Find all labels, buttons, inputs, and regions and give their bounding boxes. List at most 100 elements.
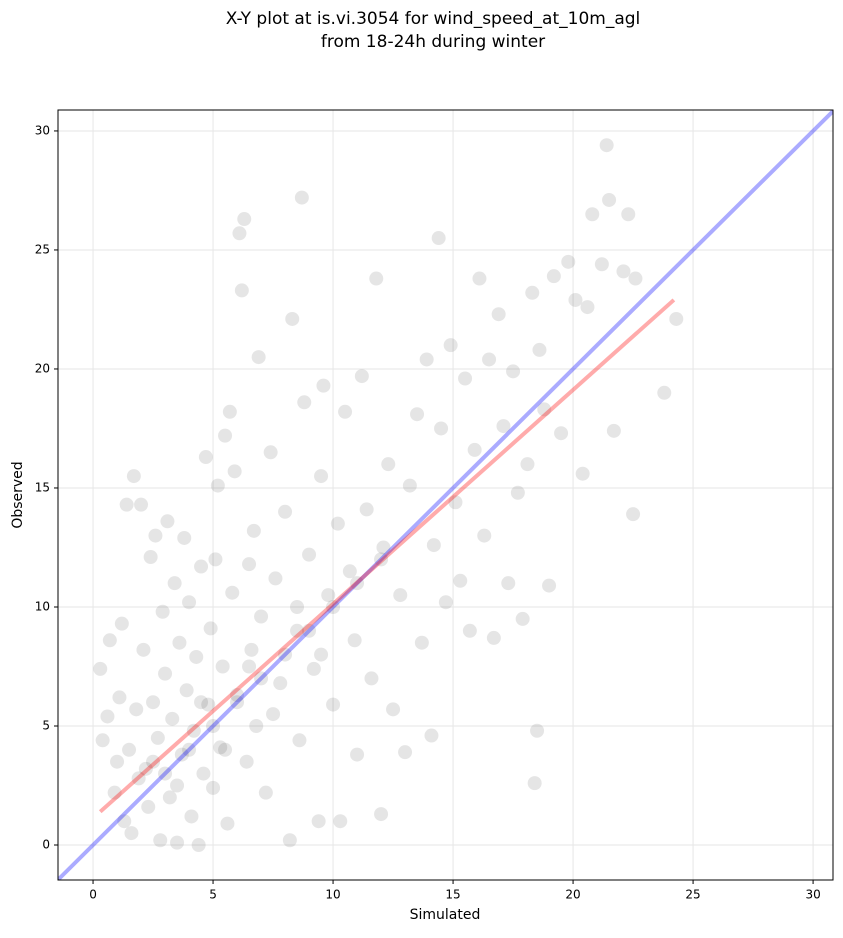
x-tick-label: 15 [445, 888, 460, 902]
point [198, 450, 213, 465]
point [314, 469, 329, 484]
point [496, 419, 511, 434]
point [208, 552, 223, 567]
point [254, 609, 269, 624]
point [458, 371, 473, 386]
point [215, 659, 230, 674]
point [100, 709, 115, 724]
point [350, 747, 365, 762]
point [153, 833, 168, 848]
point [580, 300, 595, 315]
y-tick-label: 0 [42, 838, 50, 852]
x-tick-label: 10 [325, 888, 340, 902]
plot-frame [57, 109, 834, 881]
point [129, 702, 144, 717]
point [227, 464, 242, 479]
point [263, 445, 278, 460]
point [196, 766, 211, 781]
point [546, 269, 561, 284]
point [477, 528, 492, 543]
point [506, 364, 521, 379]
point [561, 254, 576, 269]
point [527, 776, 542, 791]
point [191, 838, 206, 853]
point [568, 292, 583, 307]
point [237, 212, 252, 227]
point [102, 633, 117, 648]
point [369, 271, 384, 286]
point [112, 690, 127, 705]
point [311, 814, 326, 829]
point [434, 421, 449, 436]
point [537, 402, 552, 417]
point [278, 504, 293, 519]
point [222, 404, 237, 419]
point [621, 207, 636, 222]
point [453, 573, 468, 588]
point [285, 311, 300, 326]
point [302, 623, 317, 638]
point [146, 695, 161, 710]
point [410, 407, 425, 422]
point [338, 404, 353, 419]
point [374, 552, 389, 567]
point [594, 257, 609, 272]
y-tick-label: 20 [35, 361, 50, 375]
point [218, 742, 233, 757]
point [160, 514, 175, 529]
point [602, 192, 617, 207]
x-tick-label: 5 [209, 888, 217, 902]
point [491, 307, 506, 322]
point [501, 576, 516, 591]
point [234, 283, 249, 298]
point [606, 423, 621, 438]
point [230, 688, 245, 703]
point [282, 833, 297, 848]
point [244, 642, 259, 657]
line [98, 298, 676, 814]
x-tick-label: 0 [89, 888, 97, 902]
point [294, 190, 309, 205]
chart-title: from 18-24h during winter [321, 32, 545, 52]
point [230, 695, 245, 710]
point [213, 740, 228, 755]
point [174, 747, 189, 762]
point [292, 733, 307, 748]
point [114, 616, 129, 631]
point [146, 754, 161, 769]
point [177, 530, 192, 545]
point [210, 478, 225, 493]
point [206, 719, 221, 733]
point [182, 595, 197, 610]
point [426, 538, 441, 553]
point [251, 350, 266, 365]
point [402, 478, 417, 493]
point [162, 790, 177, 805]
point [321, 588, 336, 603]
point [398, 745, 413, 760]
point [532, 342, 547, 357]
point [520, 457, 535, 472]
point [117, 814, 132, 829]
point [364, 671, 379, 686]
point [414, 635, 429, 650]
point [467, 442, 482, 457]
x-tick-label: 20 [565, 888, 580, 902]
point [515, 611, 530, 626]
point [134, 497, 149, 512]
point [381, 457, 396, 472]
y-tick-label: 10 [35, 599, 50, 613]
point [302, 547, 317, 562]
x-tick-label: 30 [805, 888, 820, 902]
point [669, 311, 684, 326]
point [258, 785, 273, 800]
point [306, 661, 321, 676]
point [201, 697, 216, 712]
point [150, 730, 165, 745]
point [657, 385, 672, 400]
point [268, 571, 283, 586]
point [165, 711, 180, 726]
point [359, 502, 374, 517]
point [354, 369, 369, 384]
